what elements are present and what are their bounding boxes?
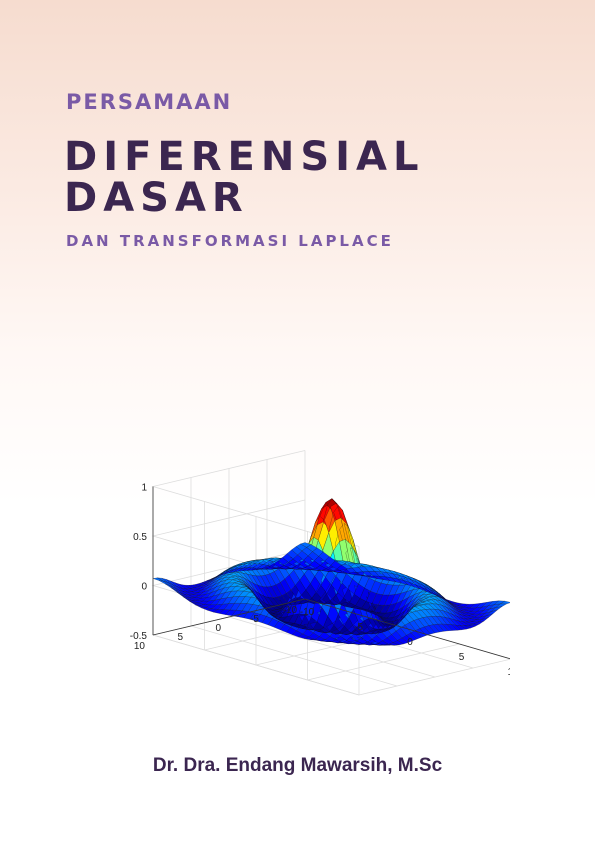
- surface-patch: [499, 600, 512, 605]
- axis-line-x: [304, 598, 512, 660]
- x-tick-label: 5: [459, 652, 465, 663]
- z-axis-ticks: 1 0.5 0 -0.5: [130, 483, 148, 643]
- axis-line-y: [152, 598, 306, 636]
- x-tick-label: 10: [507, 667, 510, 678]
- y-tick-label: 10: [134, 641, 146, 652]
- plot-surface: [152, 498, 512, 646]
- title-line-2: DASAR: [64, 175, 249, 221]
- grid-line: [190, 625, 398, 687]
- x-tick-label: 0: [407, 637, 413, 648]
- kicker-text: PERSAMAAN: [66, 90, 233, 114]
- y-tick-label: 5: [177, 632, 183, 643]
- z-tick-label: 0.5: [133, 532, 147, 543]
- x-tick-label: -10: [300, 607, 315, 618]
- y-tick-label: -10: [283, 605, 298, 616]
- z-tick-label: 0: [141, 582, 147, 593]
- z-tick-label: 1: [141, 483, 147, 494]
- z-tick-label: -0.5: [130, 631, 148, 642]
- subtitle: DAN TRANSFORMASI LAPLACE: [66, 232, 394, 250]
- author-name: Dr. Dra. Endang Mawarsih, M.Sc: [152, 755, 443, 776]
- y-tick-label: -5: [250, 614, 259, 625]
- x-tick-label: -5: [354, 622, 363, 633]
- surface-plot: 1 0.5 0 -0.5 10 5 0 -5 -10 -10 -5 0 5 10: [100, 425, 519, 725]
- surface-plot-svg: 1 0.5 0 -0.5 10 5 0 -5 -10 -10 -5 0 5 10: [130, 450, 519, 696]
- y-tick-label: 0: [215, 623, 221, 634]
- y-axis-ticks: 10 5 0 -5 -10: [134, 605, 298, 652]
- grid-line: [228, 616, 436, 678]
- title-line-1: DIFERENSIAL: [64, 134, 425, 180]
- plot-frame: [152, 486, 512, 660]
